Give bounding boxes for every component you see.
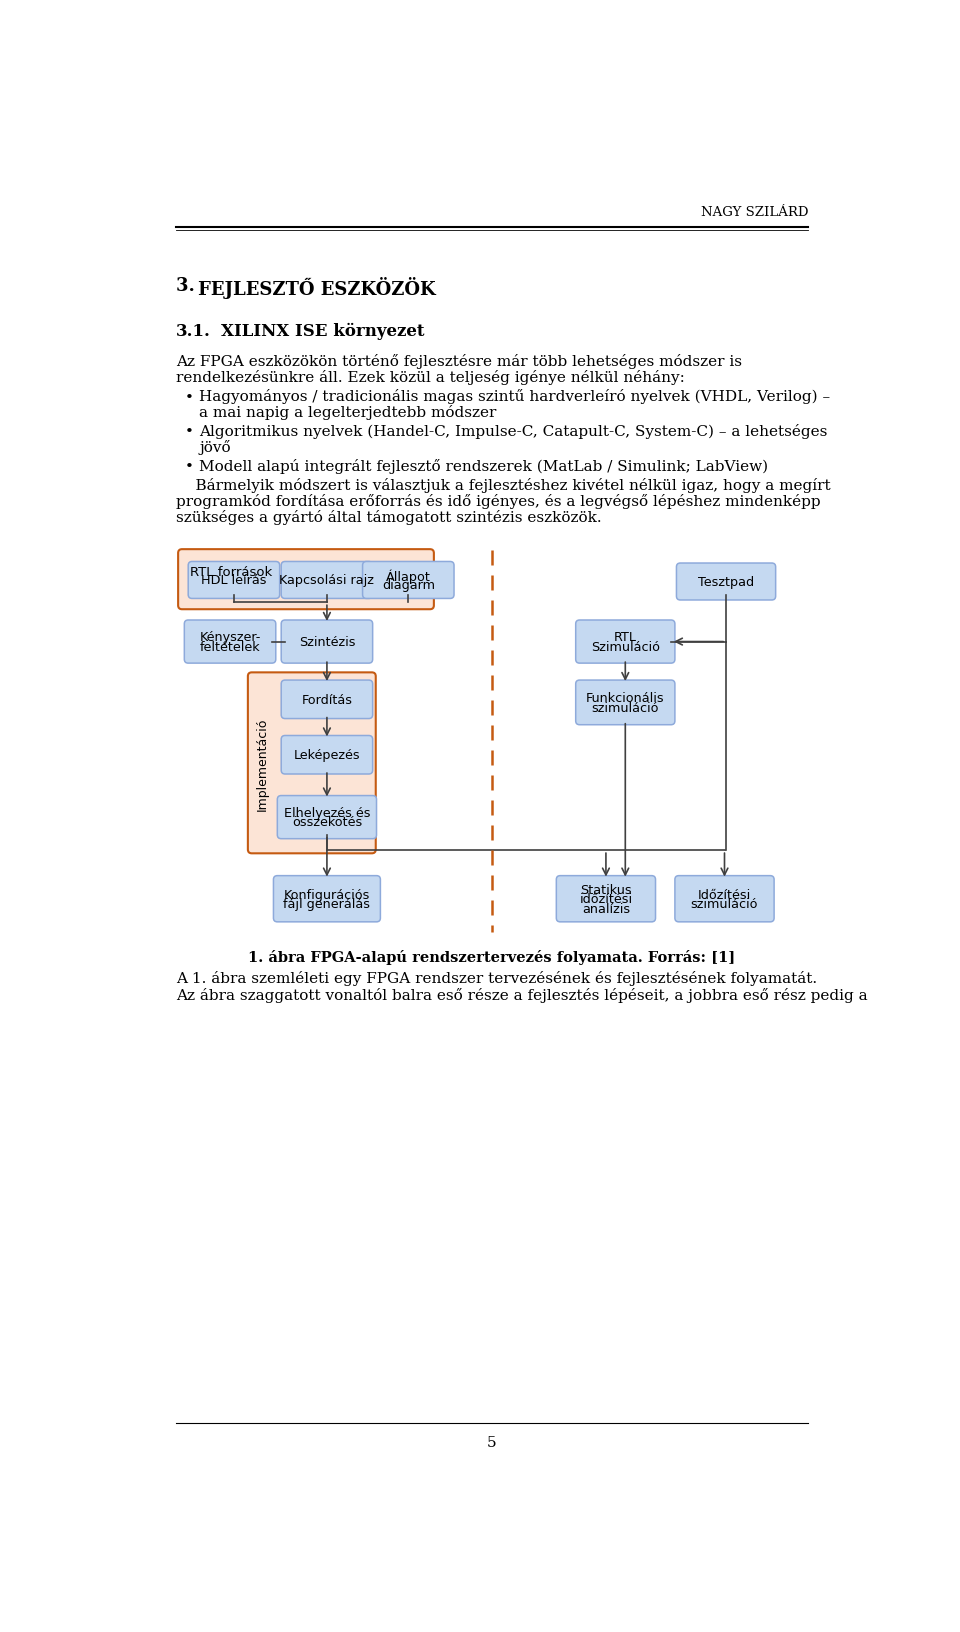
Text: •: • <box>185 460 194 473</box>
Text: programkód fordítása erőforrás és idő igényes, és a legvégső lépéshez mindenképp: programkód fordítása erőforrás és idő ig… <box>176 493 821 509</box>
Text: FEJLESZTŐ ESZKÖZÖK: FEJLESZTŐ ESZKÖZÖK <box>198 277 435 299</box>
Text: Kapcsolási rajz: Kapcsolási rajz <box>279 574 374 588</box>
Text: RTL források: RTL források <box>190 566 272 579</box>
Text: Modell alapú integrált fejlesztő rendszerek (MatLab / Simulink; LabView): Modell alapú integrált fejlesztő rendsze… <box>199 459 768 473</box>
Text: Állapot: Állapot <box>386 568 431 583</box>
FancyBboxPatch shape <box>188 561 279 599</box>
Text: Tesztpad: Tesztpad <box>698 576 755 589</box>
Text: analízis: analízis <box>582 902 630 916</box>
Text: Algoritmikus nyelvek (Handel-C, Impulse-C, Catapult-C, System-C) – a lehetséges: Algoritmikus nyelvek (Handel-C, Impulse-… <box>199 424 828 439</box>
Text: Szimuláció: Szimuláció <box>590 640 660 653</box>
Text: Statikus: Statikus <box>580 883 632 896</box>
Text: Időzítési: Időzítési <box>698 888 751 901</box>
Text: HDL leírás: HDL leírás <box>202 574 267 588</box>
Text: jövő: jövő <box>199 439 230 455</box>
FancyBboxPatch shape <box>576 681 675 725</box>
Text: Elhelyezés és: Elhelyezés és <box>283 806 371 819</box>
Text: feltételek: feltételek <box>200 640 260 653</box>
Text: •: • <box>185 426 194 439</box>
Text: Leképezés: Leképezés <box>294 749 360 762</box>
Text: •: • <box>185 390 194 405</box>
Text: NAGY SZILÁRD: NAGY SZILÁRD <box>701 206 808 219</box>
FancyBboxPatch shape <box>363 561 454 599</box>
Text: A 1. ábra szemléleti egy FPGA rendszer tervezésének és fejlesztésének folyamatát: A 1. ábra szemléleti egy FPGA rendszer t… <box>176 971 817 986</box>
Text: szükséges a gyártó által támogatott szintézis eszközök.: szükséges a gyártó által támogatott szin… <box>176 509 601 526</box>
Text: Kényszer-: Kényszer- <box>200 632 261 645</box>
FancyBboxPatch shape <box>576 620 675 664</box>
Text: a mai napig a legelterjedtebb módszer: a mai napig a legelterjedtebb módszer <box>199 405 496 419</box>
Text: Implementáció: Implementáció <box>256 716 269 809</box>
Text: diagarm: diagarm <box>382 579 435 592</box>
Text: 5: 5 <box>487 1436 497 1449</box>
Text: összekötés: összekötés <box>292 816 362 829</box>
FancyBboxPatch shape <box>675 876 774 922</box>
FancyBboxPatch shape <box>281 620 372 664</box>
Text: Hagyományos / tradicionális magas szintű hardverleíró nyelvek (VHDL, Verilog) –: Hagyományos / tradicionális magas szintű… <box>199 388 830 405</box>
Text: időzítési: időzítési <box>580 893 633 906</box>
Text: Szintézis: Szintézis <box>299 636 355 648</box>
FancyBboxPatch shape <box>281 561 372 599</box>
Text: Az FPGA eszközökön történő fejlesztésre már több lehetséges módszer is: Az FPGA eszközökön történő fejlesztésre … <box>176 354 742 369</box>
Text: XILINX ISE környezet: XILINX ISE környezet <box>221 323 424 339</box>
Text: Fordítás: Fordítás <box>301 694 352 707</box>
Text: Funkcionális: Funkcionális <box>586 692 664 705</box>
Text: 3.: 3. <box>176 277 207 295</box>
Text: RTL: RTL <box>613 632 636 645</box>
FancyBboxPatch shape <box>281 736 372 775</box>
FancyBboxPatch shape <box>557 876 656 922</box>
FancyBboxPatch shape <box>248 672 375 854</box>
FancyBboxPatch shape <box>274 876 380 922</box>
Text: szimuláció: szimuláció <box>591 702 660 715</box>
Text: 1. ábra FPGA-alapú rendszertervezés folyamata. Forrás: [1]: 1. ábra FPGA-alapú rendszertervezés foly… <box>249 950 735 965</box>
Text: 3.1.: 3.1. <box>176 323 210 339</box>
FancyBboxPatch shape <box>277 796 376 839</box>
Text: rendelkezésünkre áll. Ezek közül a teljeség igénye nélkül néhány:: rendelkezésünkre áll. Ezek közül a telje… <box>176 370 684 385</box>
FancyBboxPatch shape <box>677 563 776 601</box>
FancyBboxPatch shape <box>179 550 434 610</box>
Text: Bármelyik módszert is választjuk a fejlesztéshez kivétel nélkül igaz, hogy a meg: Bármelyik módszert is választjuk a fejle… <box>176 478 830 493</box>
FancyBboxPatch shape <box>184 620 276 664</box>
Text: szimuláció: szimuláció <box>691 898 758 911</box>
Text: Az ábra szaggatott vonaltól balra eső része a fejlesztés lépéseit, a jobbra eső : Az ábra szaggatott vonaltól balra eső ré… <box>176 987 868 1002</box>
Text: fájl generálás: fájl generálás <box>283 898 371 911</box>
FancyBboxPatch shape <box>281 681 372 720</box>
Text: Konfigurációs: Konfigurációs <box>284 888 371 901</box>
